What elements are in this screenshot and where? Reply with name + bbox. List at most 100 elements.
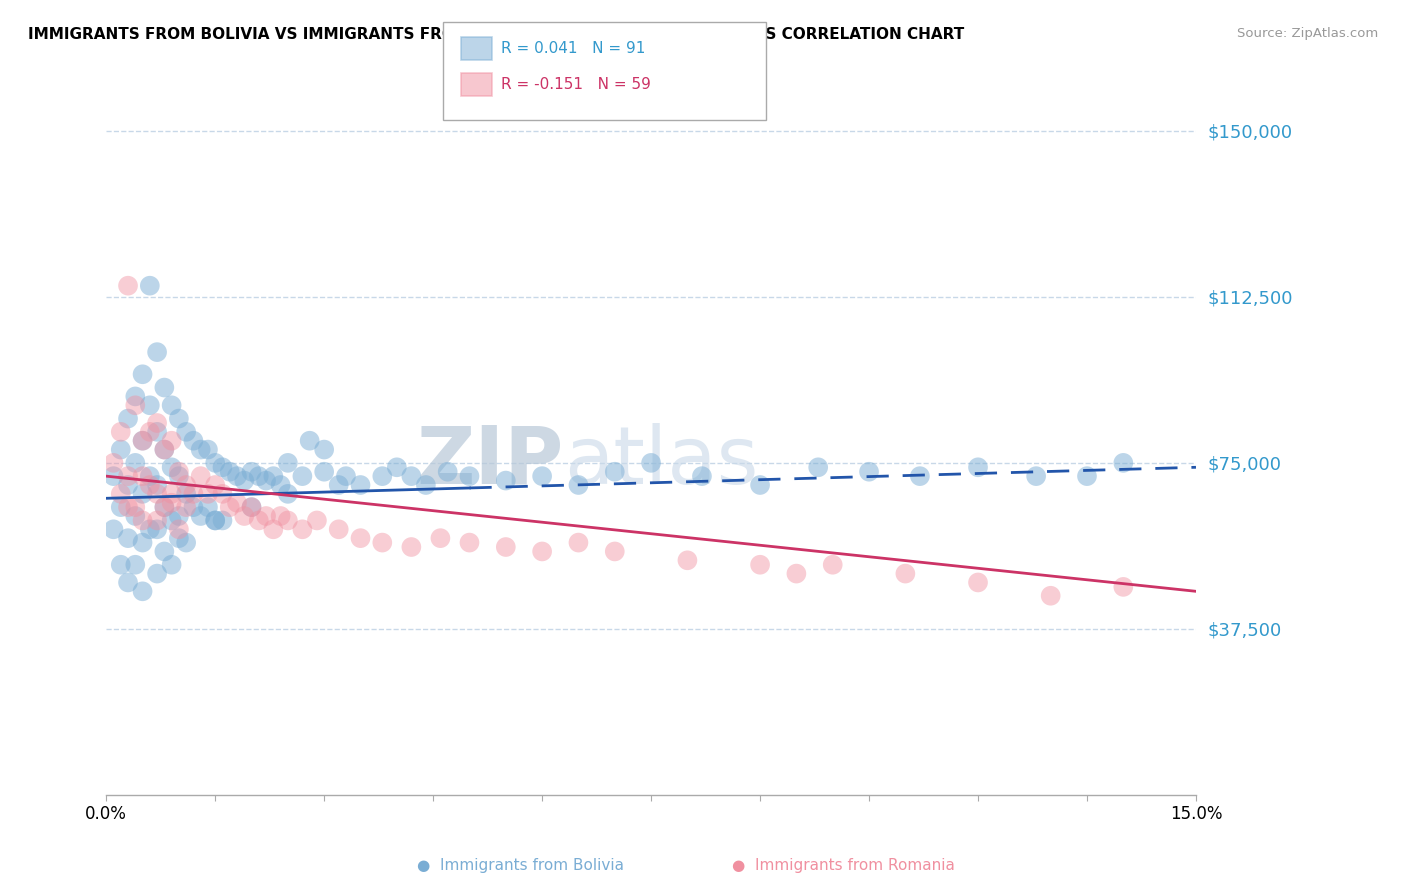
Point xyxy=(153,442,176,457)
Point xyxy=(146,416,169,430)
Point xyxy=(211,487,233,501)
Point xyxy=(167,469,190,483)
Point xyxy=(458,469,481,483)
Text: ZIP: ZIP xyxy=(416,423,564,501)
Point xyxy=(690,469,713,483)
Point xyxy=(385,460,408,475)
Point xyxy=(183,487,205,501)
Text: R = -0.151   N = 59: R = -0.151 N = 59 xyxy=(501,78,651,92)
Point xyxy=(160,513,183,527)
Point xyxy=(167,508,190,523)
Point xyxy=(110,558,132,572)
Point xyxy=(146,487,169,501)
Point xyxy=(117,278,139,293)
Point xyxy=(139,478,162,492)
Point xyxy=(174,425,197,439)
Point xyxy=(495,540,517,554)
Point xyxy=(349,478,371,492)
Point xyxy=(146,425,169,439)
Point xyxy=(117,469,139,483)
Point xyxy=(218,465,240,479)
Point xyxy=(131,535,153,549)
Point xyxy=(305,513,328,527)
Text: R = 0.041   N = 91: R = 0.041 N = 91 xyxy=(501,41,645,55)
Point xyxy=(314,465,336,479)
Point xyxy=(749,558,772,572)
Point xyxy=(124,456,146,470)
Point xyxy=(567,478,589,492)
Point xyxy=(314,442,336,457)
Point xyxy=(240,500,263,515)
Point xyxy=(110,500,132,515)
Point xyxy=(139,522,162,536)
Point xyxy=(277,513,299,527)
Point xyxy=(160,398,183,412)
Point xyxy=(190,442,212,457)
Point xyxy=(167,465,190,479)
Point xyxy=(894,566,917,581)
Text: ●  Immigrants from Romania: ● Immigrants from Romania xyxy=(733,858,955,872)
Point xyxy=(131,368,153,382)
Point xyxy=(270,478,292,492)
Point xyxy=(197,442,219,457)
Point xyxy=(226,469,249,483)
Point xyxy=(531,544,554,558)
Point xyxy=(821,558,844,572)
Point xyxy=(204,513,226,527)
Point xyxy=(211,460,233,475)
Point xyxy=(371,469,394,483)
Text: IMMIGRANTS FROM BOLIVIA VS IMMIGRANTS FROM ROMANIA MEDIAN MALE EARNINGS CORRELAT: IMMIGRANTS FROM BOLIVIA VS IMMIGRANTS FR… xyxy=(28,27,965,42)
Point xyxy=(131,434,153,448)
Point xyxy=(131,469,153,483)
Point xyxy=(146,478,169,492)
Point xyxy=(174,487,197,501)
Point xyxy=(858,465,880,479)
Point xyxy=(124,558,146,572)
Point xyxy=(233,474,256,488)
Point xyxy=(298,434,321,448)
Point xyxy=(103,456,125,470)
Point xyxy=(247,469,270,483)
Point xyxy=(117,500,139,515)
Point xyxy=(401,540,423,554)
Point xyxy=(124,389,146,403)
Point xyxy=(160,434,183,448)
Point xyxy=(328,522,350,536)
Point xyxy=(124,500,146,515)
Point xyxy=(124,398,146,412)
Point xyxy=(103,522,125,536)
Point xyxy=(131,434,153,448)
Point xyxy=(436,465,458,479)
Point xyxy=(103,469,125,483)
Point xyxy=(908,469,931,483)
Point xyxy=(785,566,807,581)
Point xyxy=(401,469,423,483)
Point xyxy=(131,487,153,501)
Point xyxy=(153,500,176,515)
Point xyxy=(226,496,249,510)
Point xyxy=(603,544,626,558)
Text: atlas: atlas xyxy=(564,423,758,501)
Point xyxy=(190,469,212,483)
Point xyxy=(1076,469,1098,483)
Point xyxy=(160,487,183,501)
Point xyxy=(146,522,169,536)
Point xyxy=(1112,580,1135,594)
Point xyxy=(262,522,284,536)
Text: ●  Immigrants from Bolivia: ● Immigrants from Bolivia xyxy=(416,858,624,872)
Point xyxy=(254,474,277,488)
Point xyxy=(117,531,139,545)
Point xyxy=(749,478,772,492)
Point xyxy=(174,500,197,515)
Point xyxy=(160,496,183,510)
Point xyxy=(153,500,176,515)
Point xyxy=(429,531,451,545)
Point xyxy=(640,456,662,470)
Point xyxy=(204,478,226,492)
Point xyxy=(240,465,263,479)
Point xyxy=(117,411,139,425)
Point xyxy=(117,575,139,590)
Point xyxy=(967,460,990,475)
Point xyxy=(167,531,190,545)
Point xyxy=(1039,589,1062,603)
